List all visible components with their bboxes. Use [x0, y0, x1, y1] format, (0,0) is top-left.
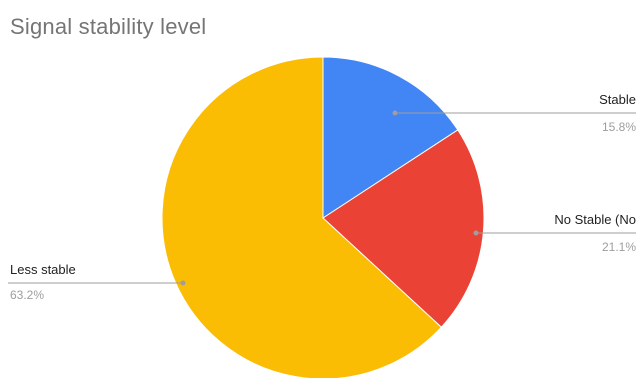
pie-labels: Stable 15.8% No Stable (No 21.1% Less stable…	[8, 92, 636, 302]
slice-label: Less stable	[10, 262, 76, 277]
slice-percent-label: 15.8%	[602, 120, 636, 134]
slice-label: No Stable (No	[554, 212, 636, 227]
slice-percent-label: 21.1%	[602, 240, 636, 254]
slice-percent-label: 63.2%	[10, 288, 44, 302]
leader-dot	[392, 110, 398, 116]
leader-dot	[473, 230, 479, 236]
pie-slice-stable	[322, 56, 459, 219]
chart-title: Signal stability level	[10, 14, 207, 39]
pie-slices	[161, 56, 485, 378]
slice-label: Stable	[599, 92, 636, 107]
pie-slice-no-stable-no	[322, 129, 485, 328]
leader-dot	[180, 280, 186, 286]
